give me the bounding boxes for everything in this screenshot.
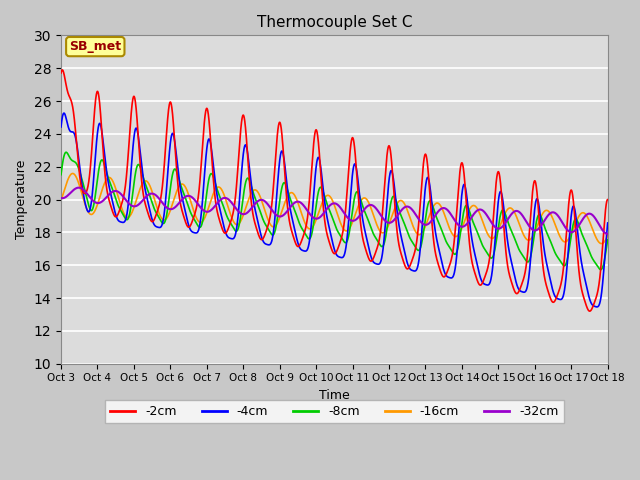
X-axis label: Time: Time bbox=[319, 389, 349, 402]
Y-axis label: Temperature: Temperature bbox=[15, 160, 28, 239]
Title: Thermocouple Set C: Thermocouple Set C bbox=[257, 15, 412, 30]
Text: SB_met: SB_met bbox=[69, 40, 122, 53]
Legend: -2cm, -4cm, -8cm, -16cm, -32cm: -2cm, -4cm, -8cm, -16cm, -32cm bbox=[105, 400, 564, 423]
